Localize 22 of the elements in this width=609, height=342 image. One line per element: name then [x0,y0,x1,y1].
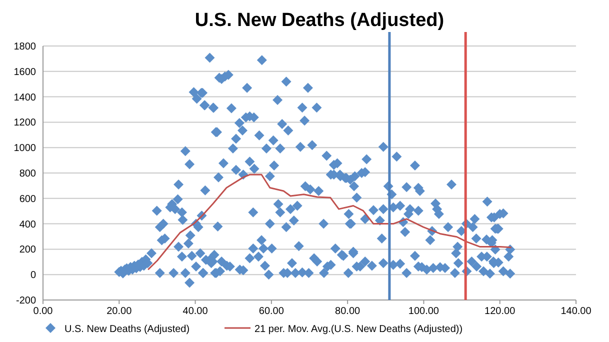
legend-label: U.S. New Deaths (Adjusted) [64,324,190,335]
x-tick-label: 20.00 [106,306,132,317]
x-tick-label: 140.00 [560,306,592,317]
y-tick-label: 1800 [14,42,36,52]
y-tick-label: 1600 [14,66,36,78]
x-tick-label: 40.00 [182,306,208,317]
x-tick-label: 80.00 [335,306,361,317]
x-tick-label: 120.00 [484,306,516,317]
chart-title: U.S. New Deaths (Adjusted) [194,10,444,31]
y-tick-label: 200 [19,244,36,256]
x-tick-label: 60.00 [258,306,284,317]
y-tick-label: 1200 [14,118,36,129]
y-tick-label: 0 [30,270,36,282]
legend-label: 21 per. Mov. Avg.(U.S. New Deaths (Adjusted)) [254,324,463,335]
y-tick-label: -200 [16,296,36,306]
y-tick-label: 600 [19,194,36,205]
y-tick-label: 1000 [14,143,36,154]
x-tick-label: 100.00 [408,306,440,317]
y-tick-label: 400 [19,219,36,230]
x-tick-label: 0.00 [33,306,54,317]
y-tick-label: 800 [19,168,36,180]
y-tick-label: 1400 [14,92,36,104]
